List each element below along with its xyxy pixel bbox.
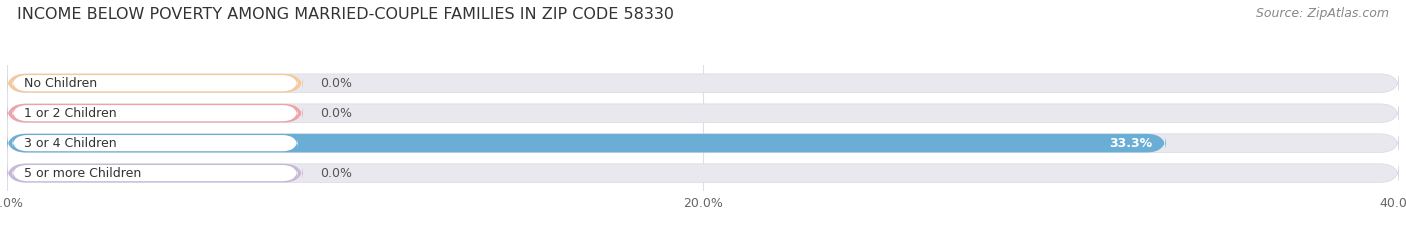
Text: 33.3%: 33.3%	[1109, 137, 1152, 150]
Text: 3 or 4 Children: 3 or 4 Children	[24, 137, 117, 150]
Text: INCOME BELOW POVERTY AMONG MARRIED-COUPLE FAMILIES IN ZIP CODE 58330: INCOME BELOW POVERTY AMONG MARRIED-COUPL…	[17, 7, 673, 22]
FancyBboxPatch shape	[13, 135, 298, 151]
FancyBboxPatch shape	[7, 74, 302, 93]
FancyBboxPatch shape	[7, 134, 1166, 152]
Text: 0.0%: 0.0%	[321, 107, 353, 120]
FancyBboxPatch shape	[13, 105, 298, 121]
FancyBboxPatch shape	[7, 164, 1399, 182]
FancyBboxPatch shape	[7, 134, 1399, 152]
Text: Source: ZipAtlas.com: Source: ZipAtlas.com	[1256, 7, 1389, 20]
Text: 5 or more Children: 5 or more Children	[24, 167, 142, 180]
FancyBboxPatch shape	[13, 165, 298, 181]
Text: 0.0%: 0.0%	[321, 77, 353, 90]
FancyBboxPatch shape	[7, 74, 1399, 93]
FancyBboxPatch shape	[7, 164, 302, 182]
FancyBboxPatch shape	[13, 75, 298, 91]
FancyBboxPatch shape	[7, 104, 1399, 123]
Text: 0.0%: 0.0%	[321, 167, 353, 180]
FancyBboxPatch shape	[7, 104, 302, 123]
Text: No Children: No Children	[24, 77, 97, 90]
Text: 1 or 2 Children: 1 or 2 Children	[24, 107, 117, 120]
